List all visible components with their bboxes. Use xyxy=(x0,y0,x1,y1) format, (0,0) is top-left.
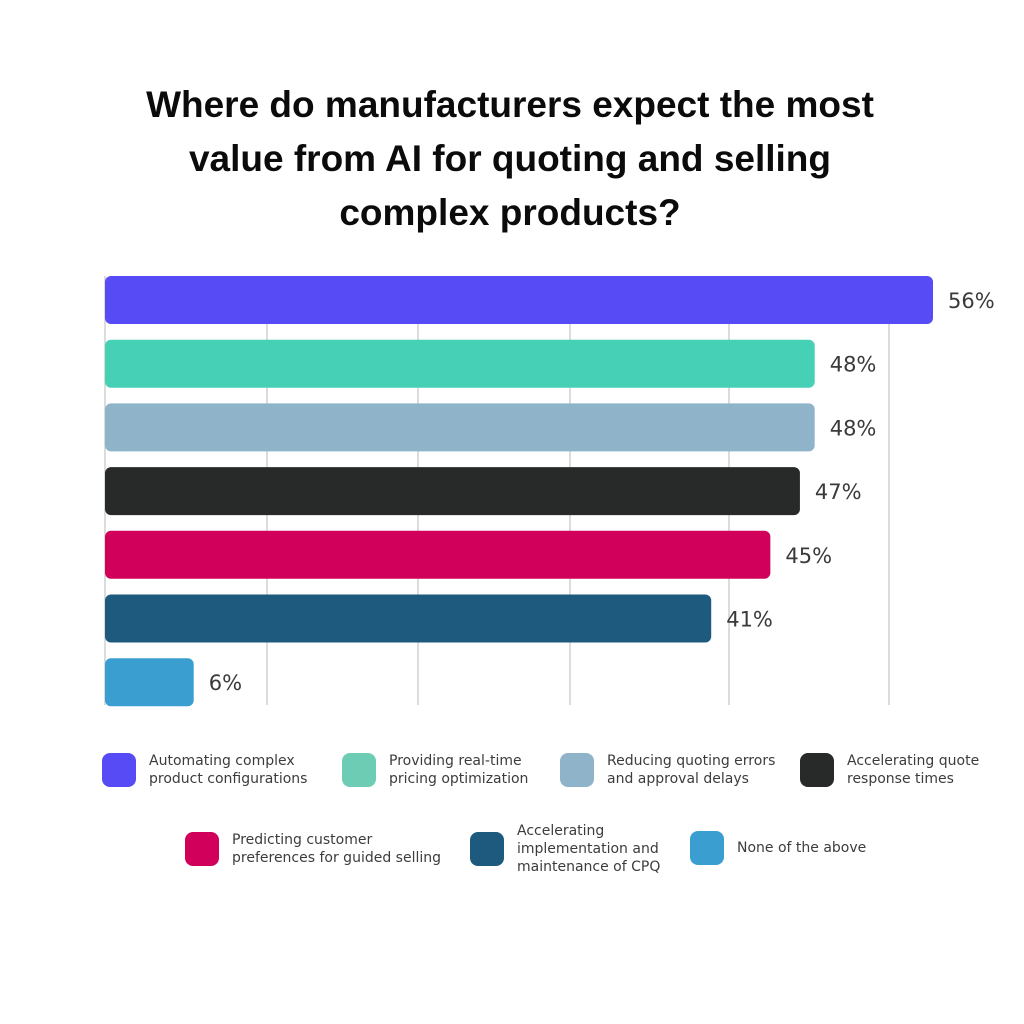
legend-label-none: None of the above xyxy=(737,840,867,856)
legend-swatch-implementation xyxy=(470,832,504,866)
legend-label-automating: Automating complex product configuration… xyxy=(149,753,308,787)
legend-item-pricing: Providing real-time pricing optimization xyxy=(342,752,528,788)
value-label-1: 48% xyxy=(830,353,877,377)
bar-2 xyxy=(105,403,815,452)
legend-swatch-errors xyxy=(560,753,594,787)
legend-swatch-response xyxy=(800,753,834,787)
legend-swatch-predicting xyxy=(185,832,219,866)
chart-title-line-3: complex products? xyxy=(339,192,681,233)
value-label-0: 56% xyxy=(948,289,995,313)
legend-item-errors: Reducing quoting errors and approval del… xyxy=(560,752,775,788)
value-label-3: 47% xyxy=(815,480,862,504)
value-label-5: 41% xyxy=(726,608,773,632)
legend-swatch-pricing xyxy=(342,753,376,787)
chart-title: Where do manufacturers expect the most v… xyxy=(60,78,960,240)
bar-1 xyxy=(105,339,815,388)
bars xyxy=(105,276,933,707)
legend-item-none: None of the above xyxy=(690,831,866,865)
value-label-2: 48% xyxy=(830,416,877,440)
legend-swatch-none xyxy=(690,831,724,865)
legend-label-predicting: Predicting customer preferences for guid… xyxy=(232,832,442,866)
bar-3 xyxy=(105,467,800,516)
legend-item-automating: Automating complex product configuration… xyxy=(102,752,307,788)
bar-4 xyxy=(105,530,771,579)
bar-5 xyxy=(105,594,712,643)
legend-label-implementation: Accelerating implementation and maintena… xyxy=(517,823,661,875)
chart-title-line-1: Where do manufacturers expect the most xyxy=(146,84,874,125)
value-label-6: 6% xyxy=(209,671,242,695)
legend-item-response: Accelerating quote response times xyxy=(800,752,979,788)
bar-0 xyxy=(105,276,933,324)
value-label-4: 45% xyxy=(785,544,832,568)
legend-label-errors: Reducing quoting errors and approval del… xyxy=(607,753,776,787)
legend-swatch-automating xyxy=(102,753,136,787)
chart-title-line-2: value from AI for quoting and selling xyxy=(188,138,832,179)
legend-label-pricing: Providing real-time pricing optimization xyxy=(389,753,529,787)
value-labels: 56% 48% 48% 47% 45% 41% 6% xyxy=(209,289,995,695)
legend-label-response: Accelerating quote response times xyxy=(847,753,980,787)
bar-6 xyxy=(105,658,194,707)
legend-item-predicting: Predicting customer preferences for guid… xyxy=(185,831,441,867)
legend-item-implementation: Accelerating implementation and maintena… xyxy=(470,822,660,876)
